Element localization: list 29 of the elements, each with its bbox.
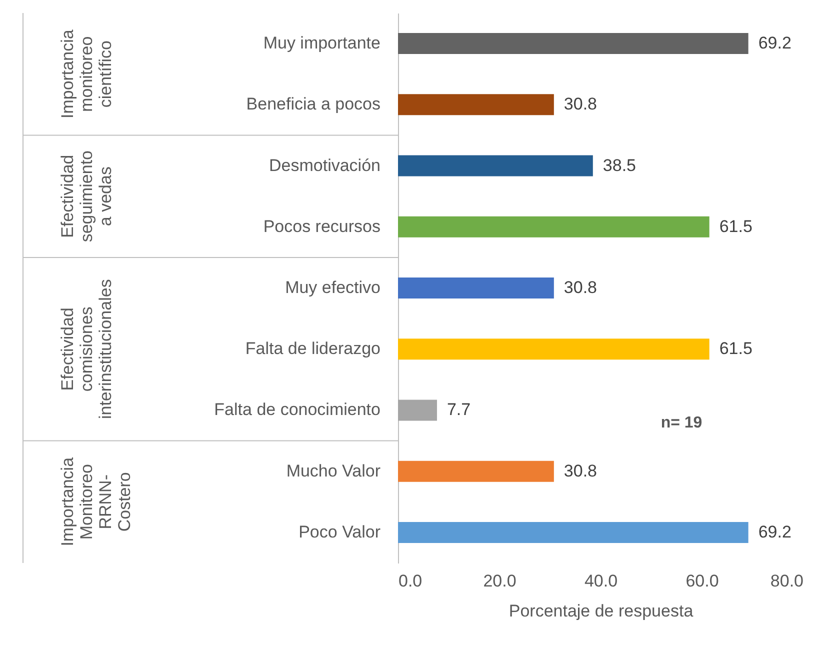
text: Efectividad seguimiento a vedas xyxy=(58,150,115,242)
x-tick-label: 60.0 xyxy=(686,572,719,590)
y-tick-label: Muy importante xyxy=(263,34,380,53)
data-label: 30.8 xyxy=(564,461,598,480)
data-label: 38.5 xyxy=(602,156,636,175)
x-tick-label: 20.0 xyxy=(483,572,516,590)
data-label: 30.8 xyxy=(564,94,598,114)
data-label: 30.8 xyxy=(564,278,598,297)
data-label: 61.5 xyxy=(719,216,752,236)
data-label: 7.7 xyxy=(446,400,471,420)
y-tick-label: Poco Valor xyxy=(298,522,381,542)
text: Importancia Monitoreo RRNN- Costero xyxy=(58,456,134,546)
x-tick-label: 0.0 xyxy=(398,572,422,590)
data-label: 61.5 xyxy=(719,339,752,358)
data-label: 69.2 xyxy=(758,522,792,542)
y-tick-label: Beneficia a pocos xyxy=(246,94,380,114)
annotation: n= 19 xyxy=(660,414,702,432)
y-tick-label: Falta de conocimiento xyxy=(214,400,380,420)
y-tick-label: Pocos recursos xyxy=(263,216,380,236)
x-tick-label: 40.0 xyxy=(584,572,618,590)
data-label: 69.2 xyxy=(758,34,792,53)
y-tick-label: Mucho Valor xyxy=(286,461,381,480)
y-tick-label: Desmotivación xyxy=(269,156,380,175)
y-tick-label: Falta de liderazgo xyxy=(245,339,380,358)
text: Importancia monitoreo científico xyxy=(58,29,115,119)
y-tick-label: Muy efectivo xyxy=(285,278,380,297)
x-axis-title: Porcentaje de respuesta xyxy=(508,602,694,620)
text: Efectividad comisiones interinstitucionales xyxy=(58,279,115,420)
x-tick-label: 80.0 xyxy=(770,572,804,590)
